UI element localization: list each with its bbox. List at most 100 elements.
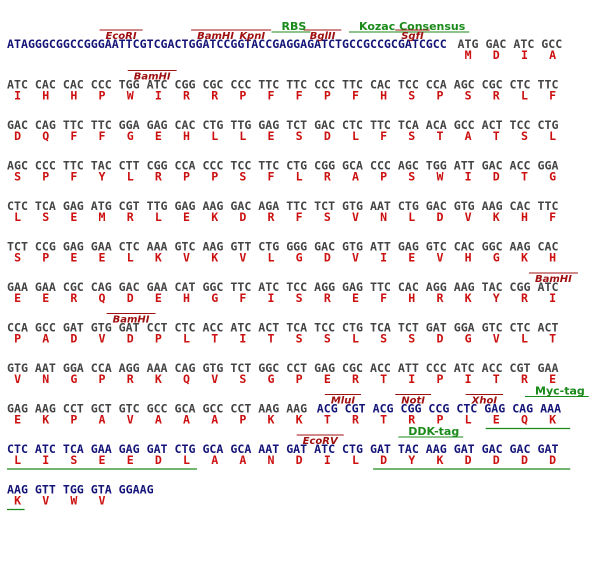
amino-acid: S <box>324 332 331 346</box>
amino-acid: F <box>70 170 77 184</box>
amino-acid: Y <box>493 291 500 305</box>
amino-acid: E <box>14 291 21 305</box>
amino-acid: E <box>127 453 134 467</box>
amino-acid: T <box>521 170 528 184</box>
nucleotide-sequence: GAG AAG CCT GCT GTC GCC GCA GCC CCT AAG … <box>7 402 307 416</box>
nucleotide-sequence: ATAGGGCGGCCGGGAATTCGTCGACTGGATCCGGTACCGA… <box>7 37 447 51</box>
amino-acid: Q <box>99 291 106 305</box>
amino-acid: P <box>239 89 246 103</box>
amino-acid: E <box>14 413 21 427</box>
amino-acid: F <box>268 89 275 103</box>
amino-acid: Y <box>408 453 415 467</box>
amino-acid: T <box>493 372 500 386</box>
amino-acid: I <box>42 453 49 467</box>
amino-acid: V <box>352 210 359 224</box>
amino-acid: V <box>493 332 500 346</box>
nucleotide-sequence: AGC CCC TTC TAC CTT CGG CCA CCC TCC TTC … <box>7 159 558 173</box>
amino-acid: L <box>268 251 275 265</box>
amino-acid: N <box>380 210 387 224</box>
amino-acid: A <box>465 129 472 143</box>
amino-acid: S <box>296 291 303 305</box>
amino-acid: S <box>239 372 246 386</box>
amino-acid: F <box>296 89 303 103</box>
amino-acid: V <box>465 210 472 224</box>
amino-acid: H <box>549 251 556 265</box>
amino-acid: S <box>14 251 21 265</box>
amino-acid: I <box>324 453 331 467</box>
amino-acid: F <box>268 170 275 184</box>
amino-acid: S <box>408 89 415 103</box>
nucleotide-sequence: CCA GCC GAT GTG GAT CCT CTC ACC ATC ACT … <box>7 321 558 335</box>
amino-acid: D <box>296 453 303 467</box>
amino-acid: T <box>268 332 275 346</box>
amino-acid: I <box>380 251 387 265</box>
amino-acid: L <box>183 332 190 346</box>
amino-acid: L <box>352 332 359 346</box>
amino-acid: I <box>549 291 556 305</box>
amino-acid: D <box>436 332 443 346</box>
amino-acid: V <box>14 372 21 386</box>
amino-acid: G <box>211 291 218 305</box>
amino-acid: W <box>70 494 77 508</box>
amino-acid: D <box>127 291 134 305</box>
amino-acid: S <box>324 210 331 224</box>
amino-acid: A <box>352 170 359 184</box>
enzyme-label: BamHI <box>197 31 234 42</box>
amino-acid: R <box>352 413 359 427</box>
amino-acid: R <box>436 291 443 305</box>
amino-acid: P <box>436 372 443 386</box>
amino-acid: W <box>436 170 443 184</box>
amino-acid: R <box>211 89 218 103</box>
tag-label: Myc-tag <box>535 385 585 398</box>
tag-label: DDK-tag <box>408 425 459 438</box>
amino-acid: M <box>465 48 472 62</box>
nucleotide-sequence: GTG AAT GGA CCA AGG AAA CAG GTG TCT GGC … <box>7 361 558 375</box>
amino-acid: P <box>183 170 190 184</box>
amino-acid: L <box>155 210 162 224</box>
amino-acid: K <box>155 251 162 265</box>
nucleotide-sequence: ATC CAC CAC CCC TGG ATC CGG CGC CCC TTC … <box>7 78 558 92</box>
amino-acid: A <box>211 453 218 467</box>
amino-acid: K <box>211 210 218 224</box>
amino-acid: K <box>296 413 303 427</box>
amino-acid: G <box>296 251 303 265</box>
amino-acid: P <box>239 413 246 427</box>
amino-acid: F <box>380 129 387 143</box>
amino-acid: V <box>211 372 218 386</box>
amino-acid: G <box>465 332 472 346</box>
amino-acid: P <box>42 170 49 184</box>
amino-acid: D <box>493 48 500 62</box>
amino-acid: L <box>549 129 556 143</box>
amino-acid: Q <box>183 372 190 386</box>
amino-acid: D <box>380 453 387 467</box>
amino-acid: L <box>465 413 472 427</box>
amino-acid: L <box>14 210 21 224</box>
amino-acid: P <box>99 89 106 103</box>
nucleotide-sequence: TCT CCG GAG GAA CTC AAA GTC AAG GTT CTG … <box>7 240 558 254</box>
amino-acid: S <box>465 89 472 103</box>
amino-acid: L <box>127 251 134 265</box>
enzyme-label: BamHI <box>134 72 171 83</box>
amino-acid: E <box>352 291 359 305</box>
amino-acid: E <box>268 129 275 143</box>
amino-acid: V <box>127 413 134 427</box>
amino-acid: L <box>352 453 359 467</box>
amino-acid: P <box>99 372 106 386</box>
amino-acid: R <box>155 170 162 184</box>
enzyme-label: NotI <box>401 396 425 407</box>
amino-acid: R <box>324 170 331 184</box>
amino-acid: R <box>183 89 190 103</box>
amino-acid: I <box>155 89 162 103</box>
amino-acid: F <box>99 129 106 143</box>
enzyme-label: EcoRI <box>106 31 137 42</box>
amino-acid: S <box>408 332 415 346</box>
enzyme-label: XhoI <box>471 396 498 407</box>
enzyme-label: KpnI <box>239 31 265 42</box>
amino-acid: H <box>183 129 190 143</box>
amino-acid: L <box>211 129 218 143</box>
amino-acid: I <box>14 89 21 103</box>
amino-acid: G <box>268 372 275 386</box>
amino-acid: R <box>493 89 500 103</box>
amino-acid: H <box>70 89 77 103</box>
amino-acid: T <box>324 413 331 427</box>
